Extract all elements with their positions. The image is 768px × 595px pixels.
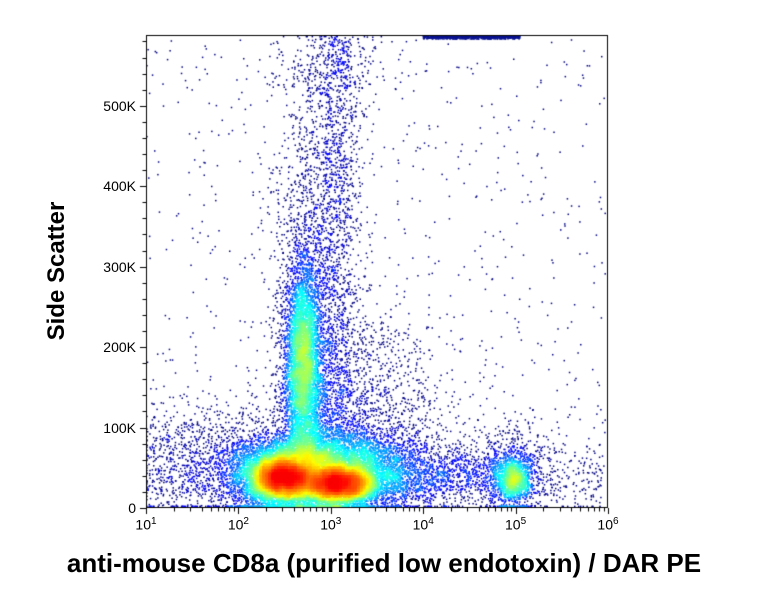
y-tick-label: 100K	[103, 419, 136, 436]
y-tick-label: 500K	[103, 97, 136, 114]
y-tick-label: 200K	[103, 339, 136, 356]
y-tick-label: 400K	[103, 178, 136, 195]
x-tick-label: 105	[505, 516, 527, 533]
x-axis-label: anti-mouse CD8a (purified low endotoxin)…	[66, 548, 702, 578]
y-tick-label: 300K	[103, 258, 136, 275]
x-tick-label: 101	[135, 516, 157, 533]
x-tick-label: 103	[320, 516, 342, 533]
x-tick-label: 104	[412, 516, 434, 533]
y-axis-label: Side Scatter	[43, 201, 70, 341]
y-tick-label: 0	[128, 500, 136, 516]
x-tick-label: 106	[597, 516, 619, 533]
x-tick-label: 102	[227, 516, 249, 533]
